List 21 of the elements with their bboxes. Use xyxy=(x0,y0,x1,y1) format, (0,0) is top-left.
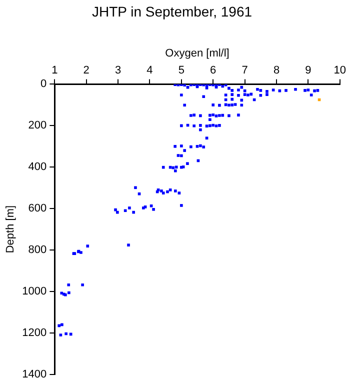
chart-title: JHTP in September, 1961 xyxy=(92,3,252,20)
y-tick-label: 1000 xyxy=(22,286,47,298)
x-axis-title: Oxygen [ml/l] xyxy=(165,47,230,60)
x-tick-label: 1 xyxy=(52,64,58,77)
x-tick-label: 10 xyxy=(334,64,346,77)
x-tick-label: 4 xyxy=(146,64,153,77)
x-tick-label: 2 xyxy=(83,64,90,77)
x-tick-label: 5 xyxy=(178,64,184,77)
y-tick-label: 0 xyxy=(40,78,47,90)
y-axis-title: Depth [m] xyxy=(4,205,17,254)
x-tick-label: 3 xyxy=(114,64,122,77)
y-tick-label: 800 xyxy=(28,244,47,256)
y-tick-label: 600 xyxy=(28,202,47,215)
x-tick-label: 6 xyxy=(210,64,216,77)
y-tick-label: 400 xyxy=(28,161,47,174)
x-tick-label: 7 xyxy=(242,64,248,77)
x-tick-label: 9 xyxy=(305,64,312,77)
x-tick-label: 8 xyxy=(273,64,280,77)
y-tick-label: 1200 xyxy=(22,326,47,339)
y-tick-label: 200 xyxy=(28,120,47,132)
y-tick-label: 1400 xyxy=(22,368,47,380)
